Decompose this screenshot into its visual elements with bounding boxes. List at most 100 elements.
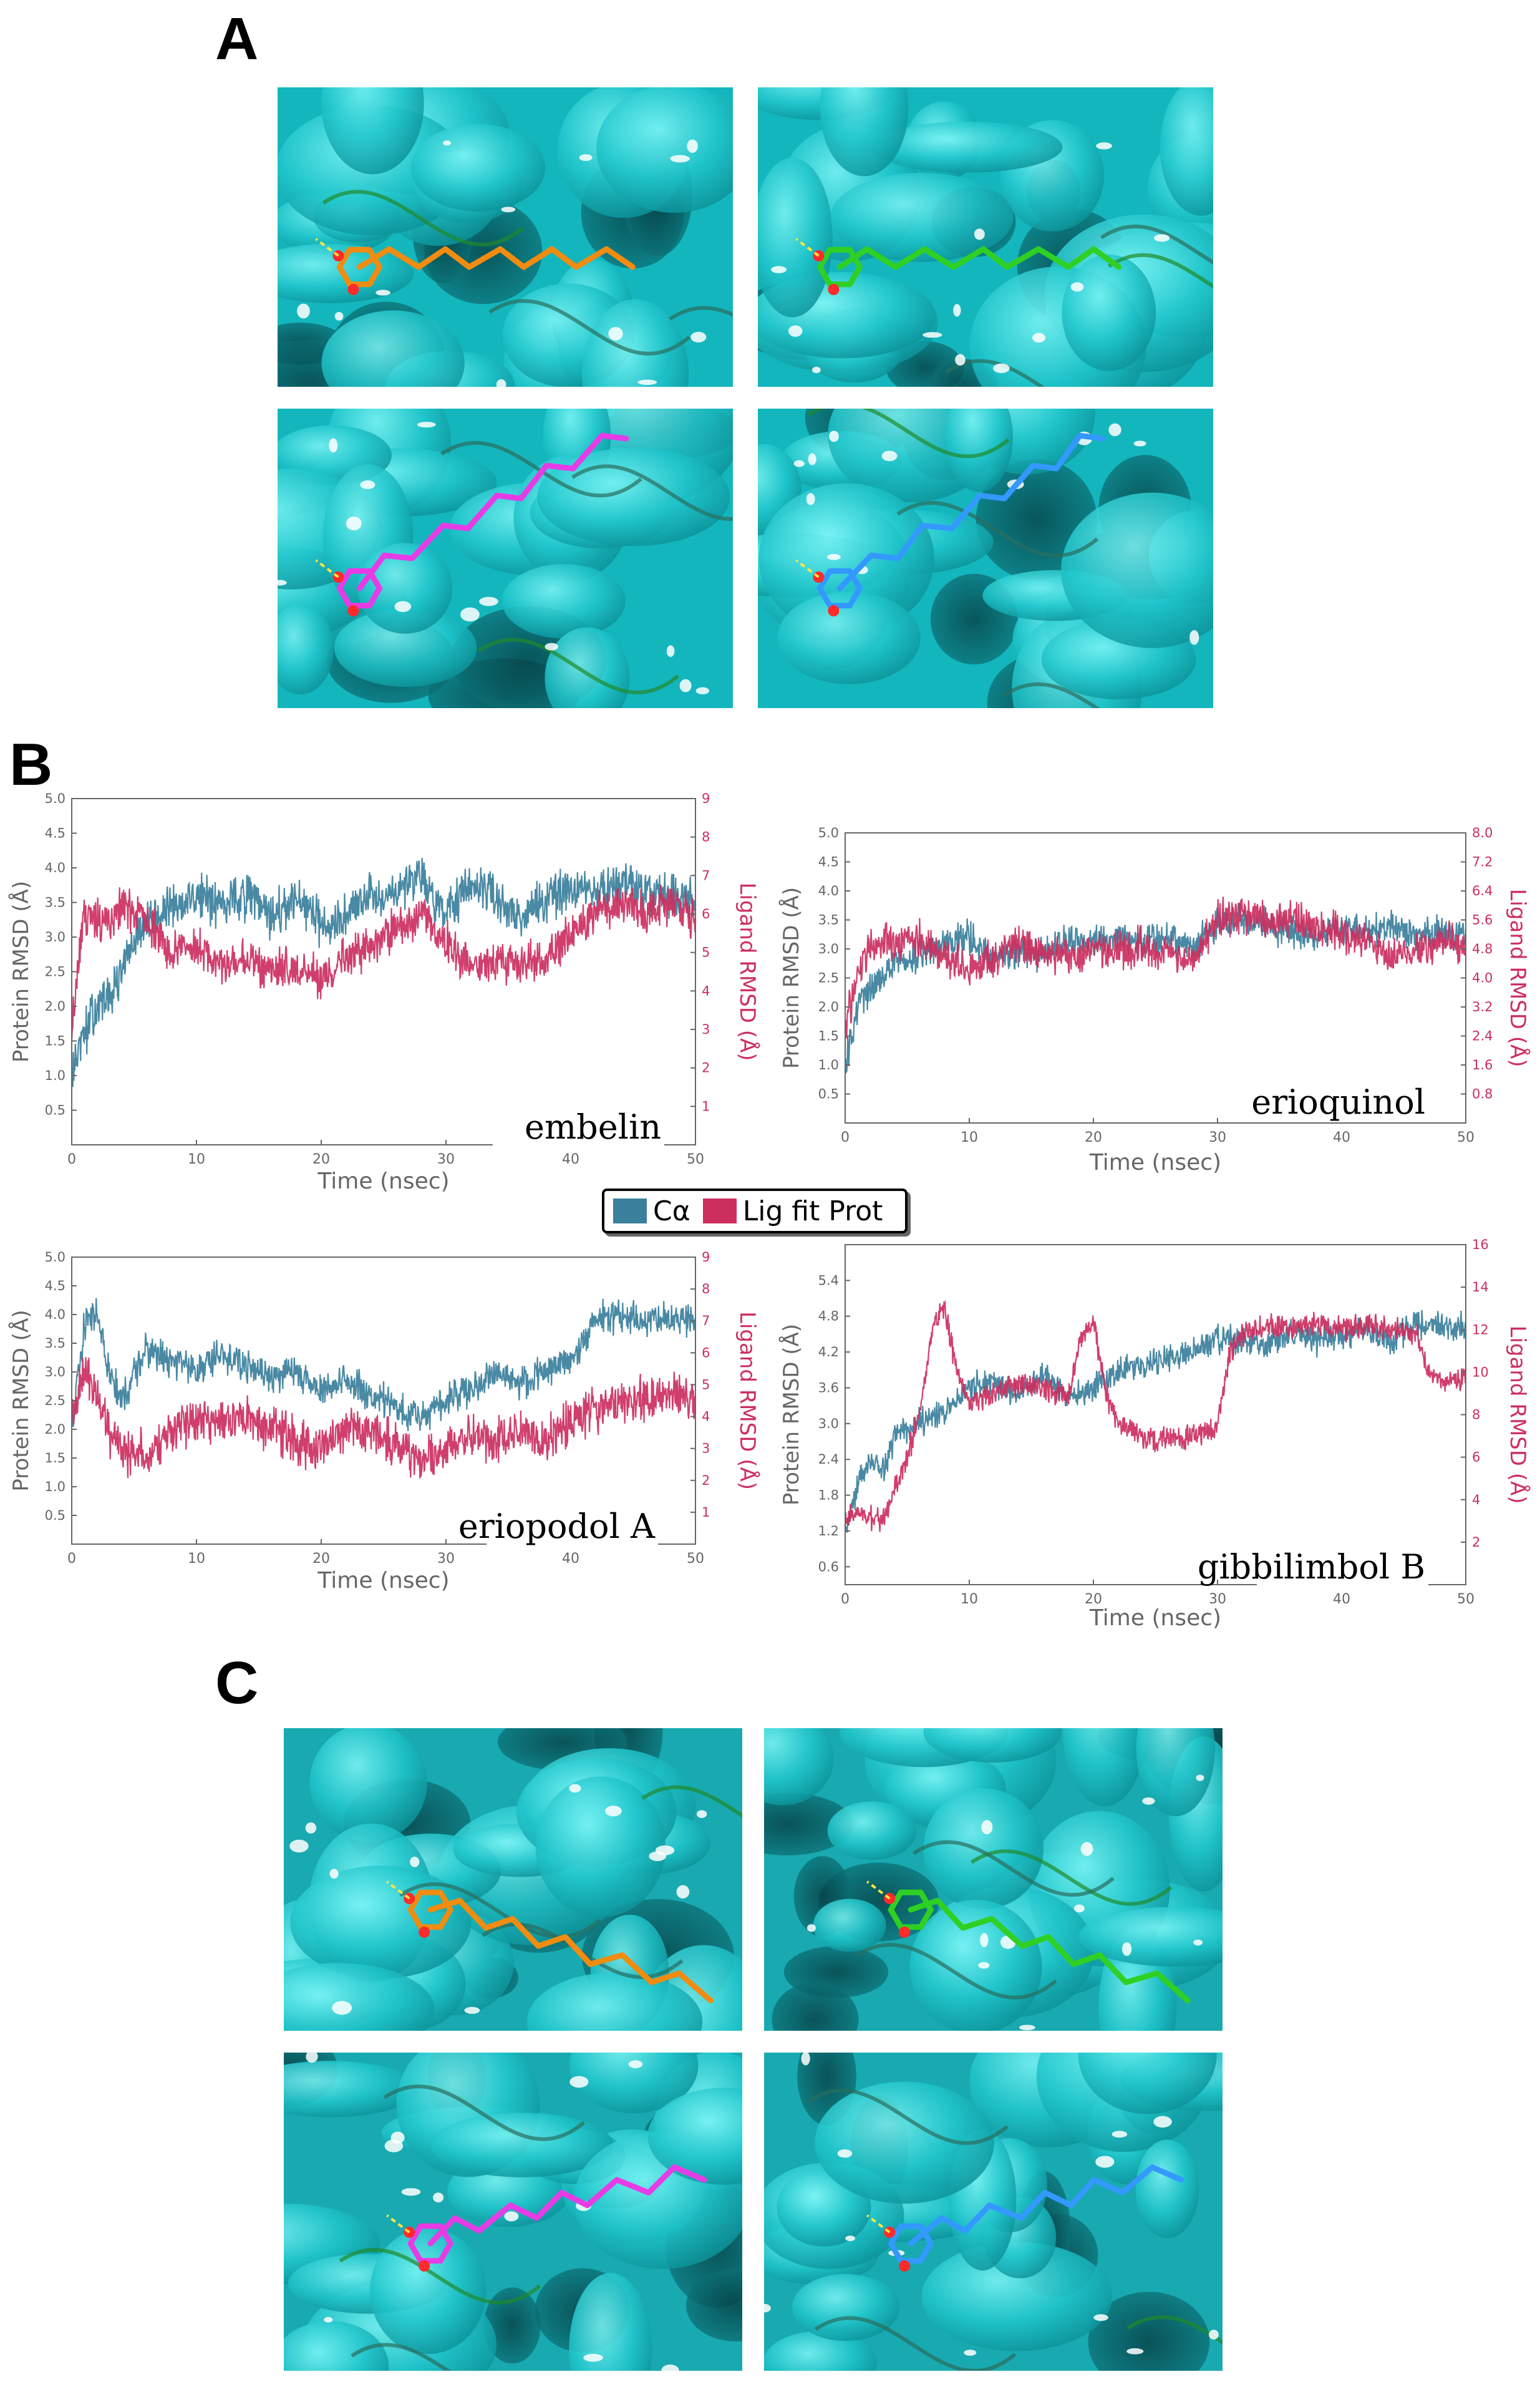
surface-lobe — [909, 1900, 1042, 2031]
y-tick-label: 4.0 — [818, 883, 839, 898]
y-tick-label: 0.6 — [818, 1559, 839, 1574]
y-tick-label: 4.2 — [818, 1344, 839, 1359]
backbone-ribbon — [641, 1785, 742, 1818]
hydrogen-bond — [315, 559, 339, 578]
molecular-surface — [278, 87, 733, 387]
surface-lobe — [357, 543, 453, 634]
ligand-chain — [427, 2164, 707, 2247]
surface-lobe — [545, 627, 630, 708]
surface-highlight — [993, 363, 1010, 373]
ligand-oxygen — [813, 250, 825, 261]
surface-highlight — [690, 331, 707, 343]
surface-highlight — [346, 516, 362, 531]
surface-highlight — [329, 1869, 339, 1879]
series-line-ligand — [844, 897, 1467, 1039]
surface-lobe — [830, 172, 1014, 263]
surface-highlight — [974, 228, 985, 240]
backbone-ribbon — [477, 638, 680, 694]
surface-highlight — [375, 289, 390, 296]
surface-highlight — [384, 2139, 404, 2152]
y2-tick-label: 5 — [702, 945, 710, 960]
y2-tick-label: 6 — [1472, 1450, 1480, 1465]
backbone-ribbon — [1100, 224, 1213, 265]
ligand-ring — [816, 246, 863, 288]
x-tick-label: 10 — [961, 1130, 978, 1145]
panel-label-c: C — [215, 1650, 259, 1716]
panel-label-a: A — [215, 6, 259, 72]
surface-highlight — [679, 679, 692, 693]
x-tick-label: 30 — [1209, 1592, 1226, 1607]
surface-highlight — [666, 645, 675, 657]
surface-lobe — [284, 1963, 435, 2031]
ligand-ring — [816, 568, 863, 609]
y2-tick-label: 6.4 — [1472, 883, 1493, 898]
y-tick-label: 3.5 — [818, 913, 839, 928]
title-backdrop — [493, 1104, 664, 1147]
x-tick-label: 20 — [312, 1152, 330, 1167]
backbone-ribbon — [806, 2088, 1009, 2145]
ligand-oxygen — [404, 1893, 415, 1904]
series-line-protein — [844, 903, 1467, 1074]
surface-lobe — [764, 2331, 877, 2371]
surface-highlight — [981, 1820, 993, 1835]
ligand-oxygen — [404, 2227, 415, 2238]
surface-lobe — [321, 87, 424, 175]
chart-title: erioquinol — [1251, 1082, 1425, 1122]
title-backdrop — [487, 1503, 658, 1547]
surface-highlight — [696, 1810, 707, 1819]
legend-protein-label: Cα — [653, 1195, 690, 1227]
surface-highlight — [605, 1806, 622, 1817]
surface-highlight — [788, 325, 803, 337]
surface-highlight — [443, 140, 451, 146]
surface-highlight — [569, 1784, 581, 1793]
hydrogen-bond — [795, 238, 820, 257]
y2-tick-label: 4.8 — [1472, 941, 1493, 956]
rmsd-chart-embelin: 0 10 20 30 40 50 0.5 1.0 1.5 2.0 2.5 3.0 3.5 4.0 4.5 5.… — [8, 791, 760, 1204]
y-tick-label: 3.0 — [818, 941, 839, 956]
panel-a-image-gibbilimbol-b — [758, 409, 1213, 708]
surface-highlight — [1153, 2116, 1172, 2128]
hydrogen-bond — [866, 2214, 891, 2234]
surface-lobe — [370, 2228, 487, 2355]
y2-tick-label: 9 — [702, 791, 710, 806]
surface-highlight — [305, 1822, 317, 1834]
chart-svg: 0 10 20 30 40 50 0.5 1.0 1.5 2.0 2.5 3.0 3.5 4.0 4.5 5.… — [778, 825, 1531, 1175]
y2-tick-label: 3.2 — [1472, 999, 1493, 1014]
y2-tick-label: 1 — [702, 1505, 710, 1520]
surface-lobe — [596, 87, 733, 213]
y2-tick-label: 8 — [702, 830, 710, 845]
surface-highlight — [806, 493, 815, 505]
surface-highlight — [545, 643, 558, 651]
y2-tick-label: 8 — [1472, 1407, 1480, 1422]
y-tick-label: 2.4 — [818, 1452, 839, 1467]
surface-lobe — [764, 1728, 835, 1806]
ligand-oxygen — [828, 284, 840, 295]
surface-lobe — [1078, 2053, 1217, 2114]
surface-highlight — [1096, 142, 1112, 150]
legend-ligand-label: Lig fit Prot — [742, 1195, 883, 1227]
backbone-ribbon — [970, 1849, 1173, 1906]
surface-highlight — [1032, 333, 1046, 343]
ligand-oxygen — [813, 571, 825, 583]
y-tick-label: 1.0 — [45, 1068, 65, 1083]
ligand-chain — [427, 1897, 714, 2003]
surface-highlight — [332, 2001, 352, 2015]
y-tick-label: 2.0 — [45, 999, 65, 1014]
x-tick-label: 20 — [1085, 1130, 1102, 1145]
y-tick-label: 1.5 — [818, 1029, 839, 1044]
surface-lobe — [526, 1972, 703, 2031]
surface-highlight — [655, 1845, 675, 1855]
hydrogen-bond — [385, 2214, 410, 2234]
y-tick-label: 3.6 — [818, 1380, 839, 1395]
y-tick-label: 4.8 — [818, 1309, 839, 1324]
y-tick-label: 2.0 — [818, 999, 839, 1014]
title-backdrop — [1257, 1543, 1428, 1587]
surface-highlight — [837, 2149, 853, 2158]
ligand-oxygen — [899, 2260, 911, 2272]
ligand-oxygen — [332, 571, 344, 583]
surface-highlight — [964, 2350, 977, 2356]
hydrogen-bond — [866, 1880, 891, 1900]
y-tick-label: 4.5 — [818, 855, 839, 870]
surface-highlight — [1196, 1774, 1204, 1781]
x-tick-label: 40 — [562, 1152, 579, 1167]
